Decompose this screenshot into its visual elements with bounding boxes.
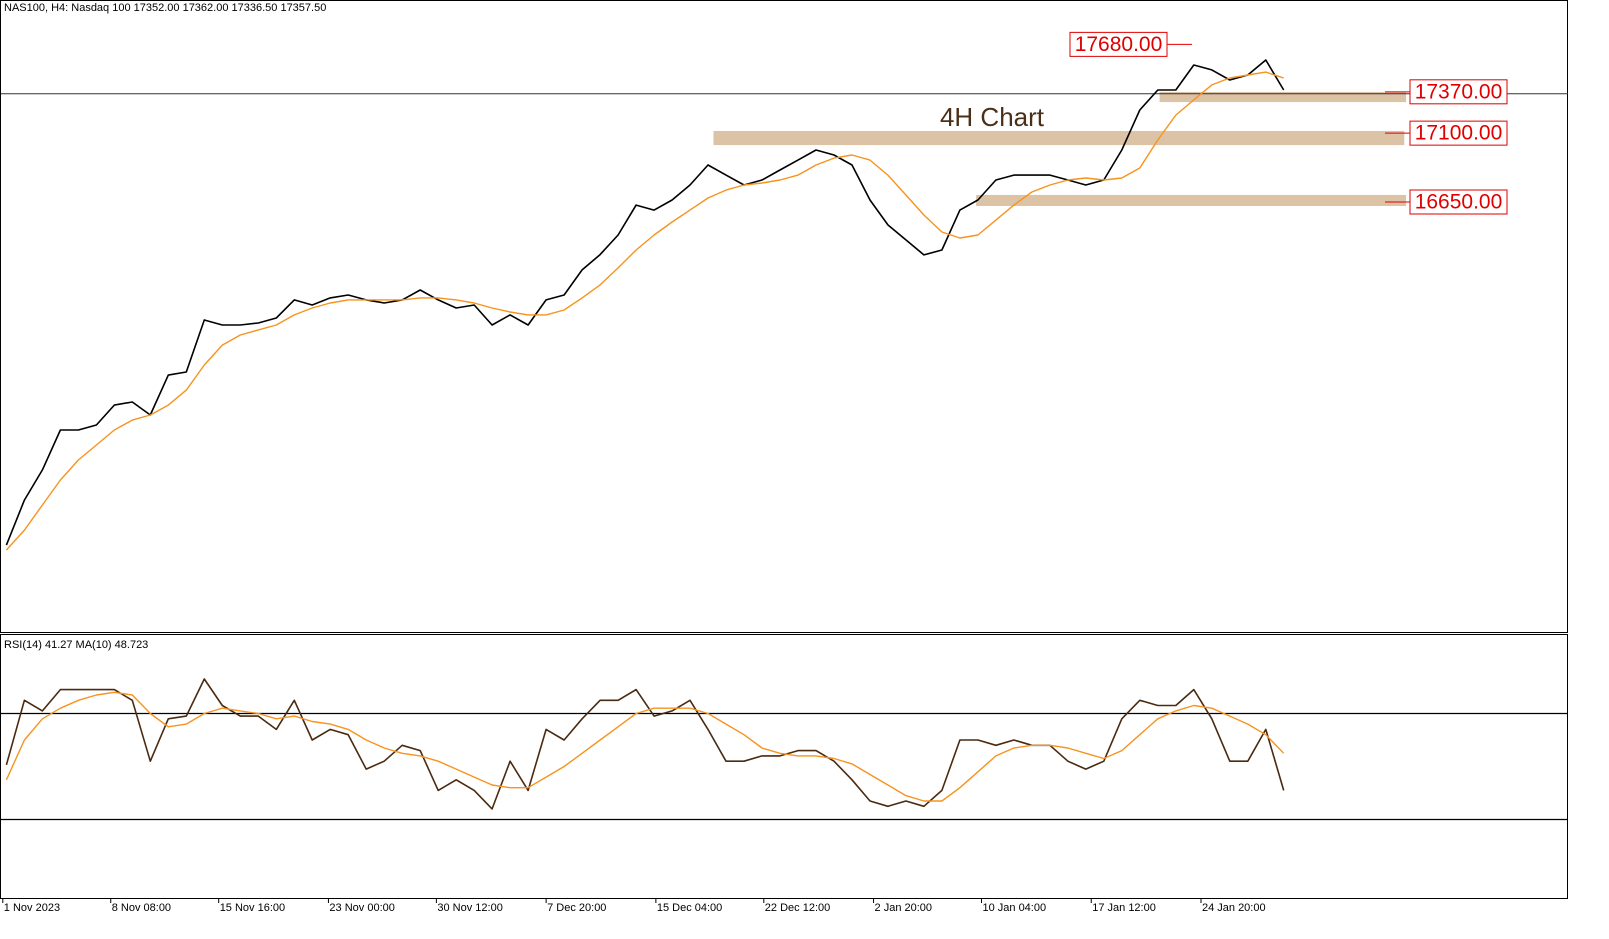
x-tick-label: 2 Jan 20:00 (875, 902, 933, 914)
level-label: 17370.00 (1415, 80, 1503, 103)
series-line (5, 59, 1285, 546)
chart-title: NAS100, H4: Nasdaq 100 17352.00 17362.00… (4, 2, 326, 14)
x-tick-label: 15 Dec 04:00 (657, 902, 722, 914)
x-tick-label: 15 Nov 16:00 (220, 902, 285, 914)
x-tick-label: 1 Nov 2023 (4, 902, 60, 914)
rsi-pane-frame (0, 634, 1568, 899)
level-label: 17680.00 (1075, 33, 1163, 56)
x-tick-label: 22 Dec 12:00 (765, 902, 830, 914)
x-tick-label: 30 Nov 12:00 (437, 902, 502, 914)
rsi-title: RSI(14) 41.27 MA(10) 48.723 (4, 639, 148, 651)
series-line (5, 691, 1285, 802)
x-tick-label: 7 Dec 20:00 (547, 902, 606, 914)
x-tick-label: 24 Jan 20:00 (1202, 902, 1266, 914)
level-box (1409, 189, 1508, 215)
level-label: 17100.00 (1415, 122, 1503, 145)
series-line (5, 678, 1285, 810)
x-tick-label: 17 Jan 12:00 (1092, 902, 1156, 914)
level-label: 16650.00 (1415, 191, 1503, 214)
series-line (5, 71, 1284, 551)
x-tick-label: 8 Nov 08:00 (112, 902, 171, 914)
zone (713, 130, 1405, 146)
zone (1159, 91, 1407, 103)
level-box (1409, 120, 1508, 146)
x-tick-label: 10 Jan 04:00 (982, 902, 1046, 914)
annotation: 4H Chart (940, 102, 1045, 132)
main-pane-frame (0, 0, 1568, 633)
zone (976, 194, 1407, 206)
level-box (1409, 79, 1508, 105)
level-box (1069, 31, 1168, 57)
x-tick-label: 23 Nov 00:00 (329, 902, 394, 914)
